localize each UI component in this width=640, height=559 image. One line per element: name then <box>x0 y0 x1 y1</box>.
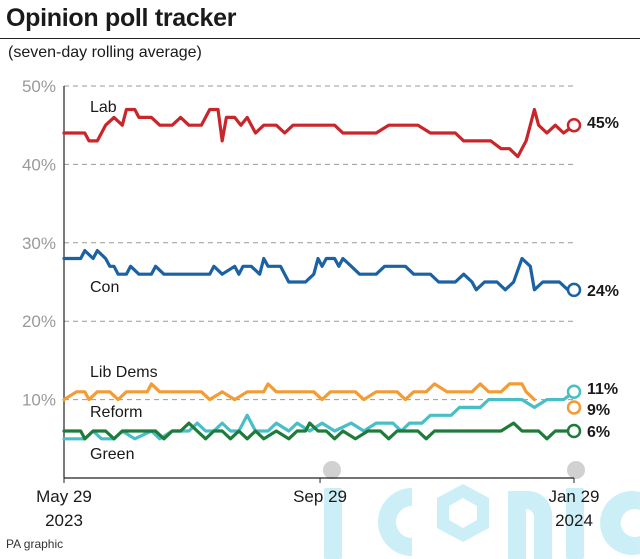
series-name-label: Con <box>90 279 119 296</box>
series-labels: 45% Lab 24% Con Lib Dems 11% Reform 6% Green 9% <box>90 99 619 463</box>
x-tick-label: Sep 29 <box>293 487 347 506</box>
chart-subtitle: (seven-day rolling average) <box>8 44 202 61</box>
page-title: Opinion poll tracker <box>6 4 237 32</box>
y-tick-label: 40% <box>22 155 56 174</box>
series-line-green <box>62 421 576 441</box>
axes: 10% 20% 30% 40% 50% May 29 2023 Sep 29 Jan 29 202… <box>22 77 600 530</box>
series-end-marker <box>566 117 582 133</box>
series-end-marker <box>566 282 582 298</box>
watermark-letter-i <box>324 488 342 559</box>
series-end-value: 24% <box>587 283 619 300</box>
series-name-label: Green <box>90 446 134 463</box>
series-name-label: Lab <box>90 99 117 116</box>
x-tick-label-year: 2023 <box>45 511 83 530</box>
watermark-dot-left <box>323 461 341 479</box>
x-tick-label: May 29 <box>36 487 92 506</box>
watermark-letter-i2 <box>566 488 584 559</box>
watermark-letter-c <box>378 488 412 556</box>
series-line-lab <box>62 107 576 159</box>
series-end-value: 6% <box>587 424 610 441</box>
watermark-dot-right <box>567 461 585 479</box>
series-end-marker <box>566 384 582 400</box>
source-credit: PA graphic <box>6 537 64 551</box>
x-tick-label-year: 2024 <box>555 511 593 530</box>
iconic-watermark <box>323 461 640 559</box>
series-line-lib-dems <box>62 382 537 402</box>
title-rule <box>0 38 640 39</box>
series-end-value: 11% <box>587 381 618 398</box>
series-end-marker-lib-dems <box>566 400 582 415</box>
series-lines <box>62 107 582 441</box>
watermark-letter-c2 <box>600 491 640 555</box>
series-line-con <box>62 249 576 292</box>
y-tick-label: 20% <box>22 312 56 331</box>
series-name-label: Reform <box>90 404 142 421</box>
y-tick-label: 50% <box>22 77 56 96</box>
series-end-value-lib-dems: 9% <box>587 402 610 419</box>
grid <box>64 85 574 401</box>
y-tick-label: 10% <box>22 391 56 410</box>
series-end-marker <box>566 423 582 439</box>
watermark-hexagon <box>437 484 489 542</box>
series-end-value: 45% <box>587 115 619 132</box>
series-name-label: Lib Dems <box>90 364 158 381</box>
watermark-letter-n <box>508 491 552 559</box>
x-tick-label: Jan 29 <box>548 487 599 506</box>
y-tick-label: 30% <box>22 234 56 253</box>
